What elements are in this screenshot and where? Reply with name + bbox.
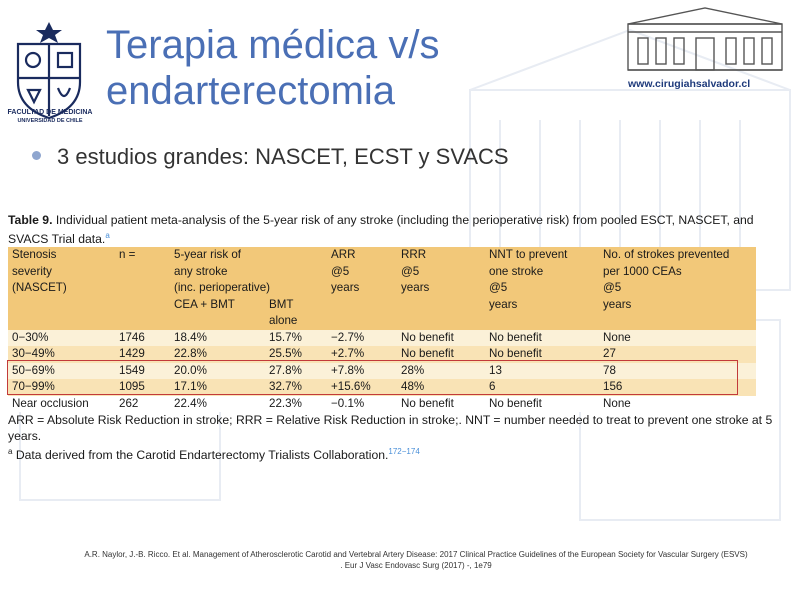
cell-n: 1095 — [115, 379, 170, 396]
cell-strokes: 27 — [599, 346, 756, 363]
website-url: www.cirugiahsalvador.cl — [628, 78, 751, 90]
cell-arr: +7.8% — [327, 362, 397, 379]
table-footnote: ARR = Absolute Risk Reduction in stroke;… — [8, 412, 778, 463]
cell-bmt: 27.8% — [265, 362, 327, 379]
cell-rrr: 48% — [397, 379, 485, 396]
cell-cea-bmt: 20.0% — [170, 362, 265, 379]
table-caption: Table 9. Individual patient meta-analysi… — [8, 212, 778, 247]
header-strokes-prevented: No. of strokes prevented — [599, 247, 756, 264]
header-cea-bmt: CEA + BMT — [170, 296, 265, 313]
table-row: 50−69% 1549 20.0% 27.8% +7.8% 28% 13 78 — [8, 362, 756, 379]
cell-strokes: 156 — [599, 379, 756, 396]
cell-rrr: No benefit — [397, 346, 485, 363]
cell-nnt: No benefit — [485, 329, 599, 346]
university-seal-caption: FACULTAD DE MEDICINA UNIVERSIDAD DE CHIL… — [0, 108, 100, 126]
header-5yr-risk-3: (inc. perioperative) — [170, 280, 327, 297]
cell-arr: +2.7% — [327, 346, 397, 363]
slide-title: Terapia médica v/s endarterectomia — [106, 23, 440, 113]
header-rrr-2: @5 — [397, 263, 485, 280]
header-5yr-risk: 5-year risk of — [170, 247, 327, 264]
footnote-mark: a — [8, 447, 13, 456]
cell-stenosis: Near occlusion — [8, 395, 115, 412]
cell-nnt: No benefit — [485, 346, 599, 363]
cell-rrr: 28% — [397, 362, 485, 379]
header-strokes-prevented-2: per 1000 CEAs — [599, 263, 756, 280]
header-rrr: RRR — [397, 247, 485, 264]
hospital-building-logo — [627, 7, 783, 71]
table-row: 30−49% 1429 22.8% 25.5% +2.7% No benefit… — [8, 346, 756, 363]
header-arr-3: years — [327, 280, 397, 297]
table-row: 70−99% 1095 17.1% 32.7% +15.6% 48% 6 156 — [8, 379, 756, 396]
table-row: Near occlusion 262 22.4% 22.3% −0.1% No … — [8, 395, 756, 412]
cell-stenosis: 70−99% — [8, 379, 115, 396]
abbreviations-text: ARR = Absolute Risk Reduction in stroke;… — [8, 413, 773, 443]
cell-strokes: None — [599, 395, 756, 412]
stroke-risk-table: Stenosis n = 5-year risk of ARR RRR NNT … — [8, 247, 756, 412]
data-source-note: a Data derived from the Carotid Endarter… — [8, 444, 778, 463]
cell-cea-bmt: 22.4% — [170, 395, 265, 412]
data-source-text: Data derived from the Carotid Endarterec… — [12, 448, 389, 463]
header-nnt: NNT to prevent — [485, 247, 599, 264]
reference-numbers: 172−174 — [388, 447, 420, 456]
header-nnt-3: @5 — [485, 280, 599, 297]
faculty-name: FACULTAD DE MEDICINA — [7, 109, 93, 116]
cell-bmt: 22.3% — [265, 395, 327, 412]
header-bmt: BMT — [265, 296, 327, 313]
cell-n: 1746 — [115, 329, 170, 346]
cell-nnt: 13 — [485, 362, 599, 379]
cell-rrr: No benefit — [397, 329, 485, 346]
table-caption-text: Individual patient meta-analysis of the … — [8, 213, 754, 247]
header-stenosis-2: severity — [8, 263, 115, 280]
highlight-box — [7, 360, 738, 395]
cell-rrr: No benefit — [397, 395, 485, 412]
cell-bmt: 32.7% — [265, 379, 327, 396]
header-arr-2: @5 — [327, 263, 397, 280]
table-header: Stenosis n = 5-year risk of ARR RRR NNT … — [8, 247, 756, 330]
citation-reference: A.R. Naylor, J.-B. Ricco. Et al. Managem… — [84, 550, 748, 570]
cell-stenosis: 30−49% — [8, 346, 115, 363]
header-strokes-prevented-4: years — [599, 296, 756, 313]
header-5yr-risk-2: any stroke — [170, 263, 327, 280]
cell-nnt: 6 — [485, 379, 599, 396]
cell-nnt: No benefit — [485, 395, 599, 412]
university-seal-logo — [16, 22, 82, 120]
cell-cea-bmt: 17.1% — [170, 379, 265, 396]
header-nnt-4: years — [485, 296, 599, 313]
table-row: 0−30% 1746 18.4% 15.7% −2.7% No benefit … — [8, 329, 756, 346]
table-label: Table 9. — [8, 213, 53, 227]
cell-stenosis: 50−69% — [8, 362, 115, 379]
cell-cea-bmt: 22.8% — [170, 346, 265, 363]
header-bmt-2: alone — [265, 313, 327, 330]
cell-n: 1549 — [115, 362, 170, 379]
cell-arr: +15.6% — [327, 379, 397, 396]
header-n: n = — [115, 247, 170, 264]
cell-bmt: 15.7% — [265, 329, 327, 346]
cell-strokes: 78 — [599, 362, 756, 379]
header-arr: ARR — [327, 247, 397, 264]
header-stenosis-3: (NASCET) — [8, 280, 115, 297]
table-caption-footnote-mark: a — [105, 231, 110, 240]
cell-n: 1429 — [115, 346, 170, 363]
cell-cea-bmt: 18.4% — [170, 329, 265, 346]
header-strokes-prevented-3: @5 — [599, 280, 756, 297]
cell-arr: −0.1% — [327, 395, 397, 412]
university-name: UNIVERSIDAD DE CHILE — [17, 118, 83, 124]
cell-strokes: None — [599, 329, 756, 346]
cell-arr: −2.7% — [327, 329, 397, 346]
bullet-item: 3 estudios grandes: NASCET, ECST y SVACS — [32, 144, 509, 170]
cell-bmt: 25.5% — [265, 346, 327, 363]
bullet-text: 3 estudios grandes: NASCET, ECST y SVACS — [57, 144, 509, 169]
header-nnt-2: one stroke — [485, 263, 599, 280]
cell-stenosis: 0−30% — [8, 329, 115, 346]
header-rrr-3: years — [397, 280, 485, 297]
cell-n: 262 — [115, 395, 170, 412]
bullet-dot-icon — [32, 150, 41, 160]
header-stenosis: Stenosis — [8, 247, 115, 264]
